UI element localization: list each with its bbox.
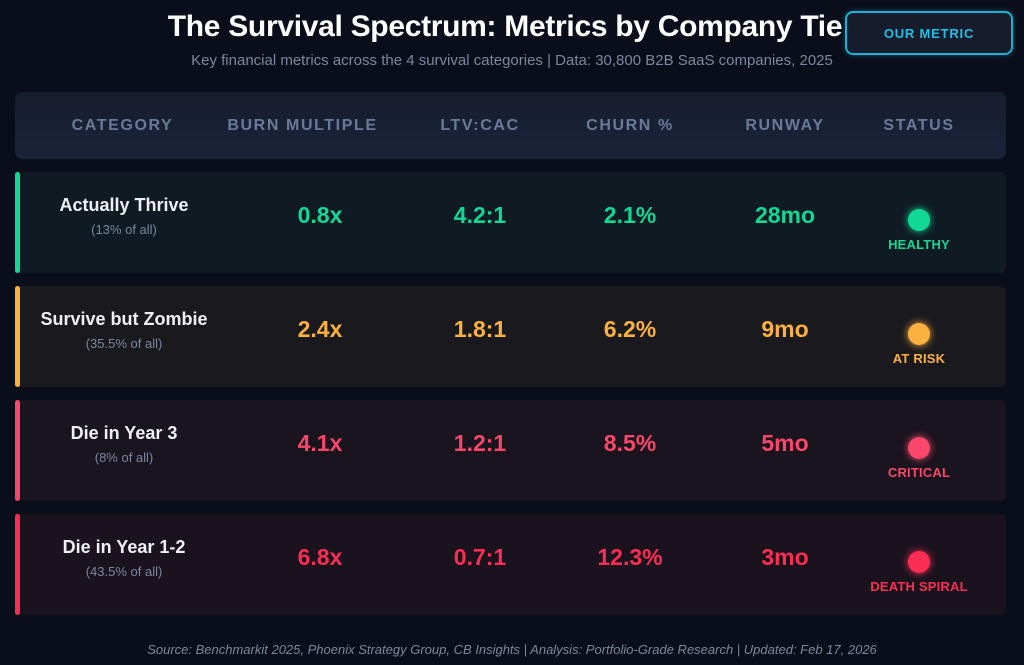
ltv-cac-cell: 1.2:1	[395, 400, 565, 501]
runway-cell: 9mo	[700, 286, 870, 387]
status-badge: CRITICAL	[887, 465, 951, 480]
status-badge: AT RISK	[892, 351, 946, 366]
category-share: (35.5% of all)	[85, 335, 163, 351]
status-cell: CRITICAL	[835, 400, 1003, 501]
status-dot-icon	[908, 209, 930, 231]
category-cell: Die in Year 3 (8% of all)	[15, 400, 233, 501]
runway-cell: 5mo	[700, 400, 870, 501]
table-row: Survive but Zombie (35.5% of all) 2.4x 1…	[15, 286, 1006, 387]
row-accent-bar	[15, 286, 20, 387]
runway-cell: 3mo	[700, 514, 870, 615]
burn-multiple-value: 6.8x	[297, 544, 343, 570]
category-cell: Survive but Zombie (35.5% of all)	[15, 286, 233, 387]
burn-multiple-value: 2.4x	[297, 316, 343, 342]
column-header-ltv-cac: LTV:CAC	[440, 116, 520, 134]
column-header-burn-multiple: BURN MULTIPLE	[227, 116, 378, 134]
category-share: (43.5% of all)	[85, 563, 163, 579]
page-subtitle: Key financial metrics across the 4 survi…	[191, 52, 833, 69]
status-badge: HEALTHY	[888, 237, 950, 252]
runway-value: 28mo	[754, 202, 816, 228]
table-row: Die in Year 1-2 (43.5% of all) 6.8x 0.7:…	[15, 514, 1006, 615]
category-name: Survive but Zombie	[40, 308, 208, 329]
category-cell: Die in Year 1-2 (43.5% of all)	[15, 514, 233, 615]
column-header-churn: CHURN %	[586, 116, 674, 134]
status-dot-icon	[908, 551, 930, 573]
churn-cell: 2.1%	[545, 172, 715, 273]
status-badge: DEATH SPIRAL	[870, 579, 968, 594]
category-share: (13% of all)	[91, 221, 157, 237]
churn-cell: 8.5%	[545, 400, 715, 501]
churn-value: 8.5%	[603, 430, 657, 456]
row-accent-bar	[15, 514, 20, 615]
burn-multiple-cell: 2.4x	[225, 286, 415, 387]
table-header: CATEGORY BURN MULTIPLE LTV:CAC CHURN % R…	[15, 92, 1006, 159]
burn-multiple-cell: 0.8x	[225, 172, 415, 273]
row-accent-bar	[15, 172, 20, 273]
burn-multiple-value: 0.8x	[297, 202, 343, 228]
category-cell: Actually Thrive (13% of all)	[15, 172, 233, 273]
our-metric-button[interactable]: OUR METRIC	[845, 11, 1013, 55]
burn-multiple-cell: 6.8x	[225, 514, 415, 615]
table-row: Die in Year 3 (8% of all) 4.1x 1.2:1 8.5…	[15, 400, 1006, 501]
status-cell: HEALTHY	[835, 172, 1003, 273]
status-cell: DEATH SPIRAL	[835, 514, 1003, 615]
churn-cell: 6.2%	[545, 286, 715, 387]
burn-multiple-value: 4.1x	[297, 430, 343, 456]
burn-multiple-cell: 4.1x	[225, 400, 415, 501]
row-accent-bar	[15, 400, 20, 501]
page-title: The Survival Spectrum: Metrics by Compan…	[167, 10, 843, 43]
runway-value: 5mo	[761, 430, 809, 456]
category-name: Actually Thrive	[59, 194, 189, 215]
runway-value: 9mo	[761, 316, 809, 342]
category-name: Die in Year 1-2	[62, 536, 186, 557]
column-header-runway: RUNWAY	[745, 116, 825, 134]
churn-value: 6.2%	[603, 316, 657, 342]
churn-value: 2.1%	[603, 202, 657, 228]
runway-value: 3mo	[761, 544, 809, 570]
ltv-cac-cell: 1.8:1	[395, 286, 565, 387]
ltv-cac-value: 1.8:1	[453, 316, 507, 342]
status-dot-icon	[908, 323, 930, 345]
column-header-status: STATUS	[883, 116, 955, 134]
ltv-cac-value: 1.2:1	[453, 430, 507, 456]
ltv-cac-value: 4.2:1	[453, 202, 507, 228]
ltv-cac-cell: 4.2:1	[395, 172, 565, 273]
status-cell: AT RISK	[835, 286, 1003, 387]
churn-value: 12.3%	[597, 544, 663, 570]
ltv-cac-value: 0.7:1	[453, 544, 507, 570]
column-header-category: CATEGORY	[71, 116, 174, 134]
status-dot-icon	[908, 437, 930, 459]
category-share: (8% of all)	[94, 449, 154, 465]
table-row: Actually Thrive (13% of all) 0.8x 4.2:1 …	[15, 172, 1006, 273]
category-name: Die in Year 3	[70, 422, 178, 443]
ltv-cac-cell: 0.7:1	[395, 514, 565, 615]
runway-cell: 28mo	[700, 172, 870, 273]
churn-cell: 12.3%	[545, 514, 715, 615]
source-footer: Source: Benchmarkit 2025, Phoenix Strate…	[147, 642, 877, 657]
